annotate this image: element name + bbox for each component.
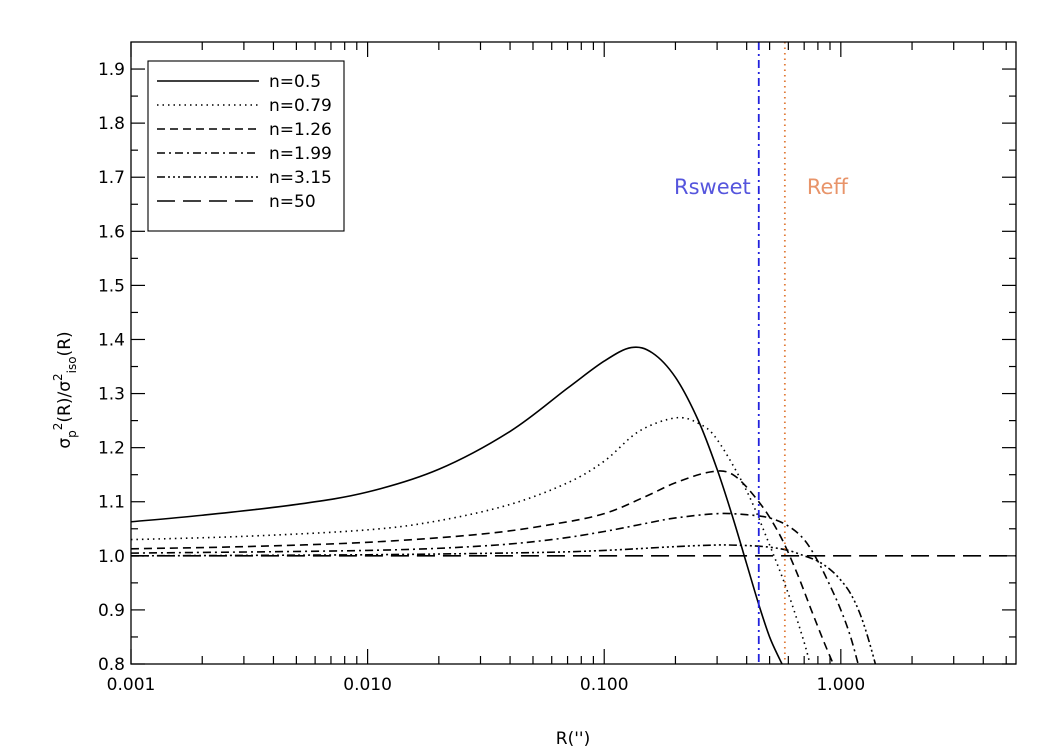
y-title-sub-iso: iso <box>65 356 79 373</box>
y-title-sigma: σ <box>55 438 75 449</box>
y-tick-label: 1.5 <box>98 276 125 296</box>
y-title-slash: / <box>55 392 75 398</box>
y-title-r-term: (R) <box>55 398 75 423</box>
y-title-sup-2: 2 <box>51 423 65 431</box>
y-title-sigma-2: σ <box>55 381 75 392</box>
series-line-3 <box>131 470 835 664</box>
series-group <box>131 346 1016 664</box>
y-tick-label: 1.6 <box>98 222 125 242</box>
legend-box <box>147 60 345 232</box>
legend: n=0.5 n=0.79 n=1.26 n=1.99 n=3.15 n=50 <box>147 60 345 232</box>
series-line-2 <box>131 416 811 664</box>
y-title-sub-p: p <box>65 430 79 438</box>
series-line-1 <box>131 346 783 664</box>
y-tick-label: 0.9 <box>98 601 125 621</box>
x-tick-label: 0.001 <box>107 675 156 695</box>
legend-label-6: n=50 <box>269 192 316 212</box>
x-tick-label: 0.100 <box>580 675 629 695</box>
x-tick-label: 1.000 <box>816 675 865 695</box>
y-title-r-term-2: (R) <box>55 331 75 356</box>
y-axis-title: σp2(R)/σ2iso(R) <box>51 331 79 448</box>
y-tick-label: 0.8 <box>98 655 125 675</box>
legend-label-1: n=0.5 <box>269 72 321 92</box>
rsweet-label: Rsweet <box>674 175 751 199</box>
y-tick-label: 1.4 <box>98 330 125 350</box>
axes: 0.001 0.010 0.100 1.000 0.8 0.9 1.0 1.1 1.2 1.3 1.… <box>98 41 1017 695</box>
legend-label-4: n=1.99 <box>269 144 332 164</box>
plot-frame <box>130 41 1017 665</box>
y-tick-label: 1.0 <box>98 547 125 567</box>
y-tick-label: 1.3 <box>98 385 125 405</box>
y-tick-label: 1.2 <box>98 439 125 459</box>
legend-label-3: n=1.26 <box>269 120 332 140</box>
reference-lines: Rsweet Reff <box>674 42 848 664</box>
series-line-4 <box>131 512 859 664</box>
svg-text:σp2(R)/σ2iso(R): σp2(R)/σ2iso(R) <box>51 331 79 448</box>
x-axis-title: R('') <box>556 729 590 749</box>
legend-label-2: n=0.79 <box>269 96 332 116</box>
x-tick-label: 0.010 <box>343 675 392 695</box>
y-title-sup-2b: 2 <box>51 373 65 381</box>
y-tick-label: 1.7 <box>98 168 125 188</box>
legend-label-5: n=3.15 <box>269 168 332 188</box>
y-tick-label: 1.1 <box>98 493 125 513</box>
y-tick-label: 1.8 <box>98 114 125 134</box>
reff-label: Reff <box>807 175 849 199</box>
y-tick-label: 1.9 <box>98 60 125 80</box>
series-line-5 <box>131 544 877 664</box>
